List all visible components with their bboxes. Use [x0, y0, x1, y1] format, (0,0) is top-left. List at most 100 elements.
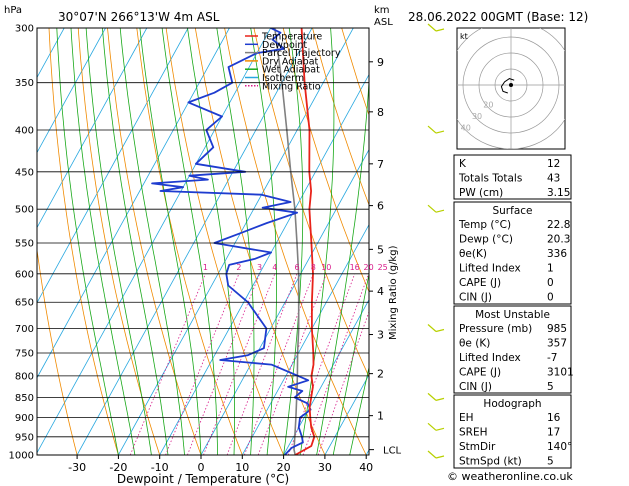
wet-adiabat-line	[349, 365, 369, 455]
pressure-tick-label: 400	[15, 126, 34, 137]
mixing-ratio-label: 8	[311, 263, 316, 272]
legend-label: Parcel Trajectory	[262, 48, 341, 59]
isotherm-line	[200, 148, 369, 455]
x-tick-label: -30	[68, 461, 86, 474]
datetime-title: 28.06.2022 00GMT (Base: 12)	[408, 10, 588, 24]
km-tick-label: 9	[377, 56, 384, 69]
most-unstable-value: 357	[547, 338, 567, 350]
hodograph-param-value: 16	[547, 412, 561, 424]
mixing-ratio-label: 20	[364, 263, 374, 272]
dry-adiabat-line	[77, 28, 161, 455]
km-tick-label: 7	[377, 158, 384, 171]
km-tick-label: 6	[377, 200, 384, 213]
km-tick-label: 4	[377, 285, 384, 298]
wet-adiabat-line	[139, 28, 202, 455]
surface-label: CIN (J)	[459, 292, 492, 304]
wet-adiabat-line	[161, 28, 218, 455]
isotherm-line	[159, 73, 369, 455]
isotherm-line	[241, 223, 369, 455]
isotherm-line	[283, 298, 369, 455]
legend-label: Temperature	[261, 32, 322, 43]
wet-adiabat-line	[332, 271, 369, 455]
mixing-ratio-axis-label: Mixing Ratio (g/kg)	[388, 245, 399, 340]
most-unstable-value: 3101	[547, 367, 574, 379]
mixing-ratio-label: 10	[321, 263, 331, 272]
surface-label: θe(K)	[459, 248, 487, 260]
asl-label: ASL	[374, 17, 393, 28]
surface-label: Lifted Index	[459, 263, 521, 275]
most-unstable-value: 985	[547, 323, 567, 335]
hodograph-param-label: EH	[459, 412, 474, 424]
wet-adiabat-line	[316, 74, 369, 455]
wind-barb	[427, 450, 445, 459]
km-tick-label: 1	[377, 410, 384, 423]
surface-table	[453, 201, 572, 305]
mixing-ratio-label: 2	[236, 263, 241, 272]
legend-label: Isotherm	[262, 73, 304, 84]
km-tick-label: 2	[377, 368, 384, 381]
x-tick-label: -10	[151, 461, 169, 474]
isotherm-line	[37, 28, 230, 379]
km-tick-label: 5	[377, 243, 384, 256]
pressure-tick-label: 300	[15, 24, 34, 35]
surface-label: Dewp (°C)	[459, 234, 513, 246]
index-value: 12	[547, 158, 560, 170]
dry-adiabat-line	[107, 28, 202, 455]
indices-table	[453, 154, 572, 200]
x-tick-label: 20	[277, 461, 291, 474]
index-value: 43	[547, 173, 560, 185]
wind-barb	[427, 23, 445, 32]
mixing-ratio-label: 1	[203, 263, 208, 272]
hodograph-param-label: SREH	[459, 427, 488, 439]
surface-title: Surface	[492, 205, 532, 217]
most-unstable-label: Pressure (mb)	[459, 323, 532, 335]
isotherm-line	[37, 28, 272, 454]
index-label: Totals Totals	[458, 173, 522, 185]
legend-label: Mixing Ratio	[262, 81, 321, 92]
hodograph-ring-label: 40	[461, 123, 471, 132]
most-unstable-label: CIN (J)	[459, 381, 492, 393]
pressure-tick-label: 600	[15, 269, 34, 280]
pressure-tick-label: 550	[15, 238, 34, 249]
mixing-ratio-line	[317, 310, 369, 455]
most-unstable-value: 5	[547, 381, 554, 393]
most-unstable-label: CAPE (J)	[459, 367, 501, 379]
x-tick-label: -20	[109, 461, 127, 474]
legend-label: Dry Adiabat	[262, 56, 319, 67]
x-tick-label: 40	[359, 461, 373, 474]
surface-label: Temp (°C)	[458, 219, 511, 231]
pressure-tick-label: 800	[15, 371, 34, 382]
x-axis-label: Dewpoint / Temperature (°C)	[117, 472, 289, 486]
most-unstable-table	[453, 305, 572, 394]
isotherm-line	[37, 28, 148, 229]
hodograph-center	[509, 83, 513, 87]
pressure-tick-label: 500	[15, 205, 34, 216]
surface-value: 336	[547, 248, 567, 260]
hodograph-table-title: Hodograph	[483, 398, 541, 410]
x-tick-label: 30	[318, 461, 332, 474]
hodograph-param-value: 5	[547, 456, 554, 468]
hodograph-param-label: StmDir	[459, 441, 496, 453]
mixing-ratio-label: 6	[294, 263, 299, 272]
hodograph-param-label: StmSpd (kt)	[459, 456, 522, 468]
mixing-ratio-line	[187, 273, 260, 455]
most-unstable-title: Most Unstable	[475, 309, 550, 321]
mixing-ratio-line	[165, 273, 240, 455]
surface-value: 22.8	[547, 219, 570, 231]
most-unstable-label: Lifted Index	[459, 352, 521, 364]
dry-adiabat-line	[282, 28, 369, 293]
isotherm-line	[324, 374, 369, 455]
lcl-label: LCL	[383, 446, 402, 457]
wind-barb	[427, 392, 445, 401]
pressure-tick-label: 350	[15, 78, 34, 89]
wet-adiabat-line	[70, 28, 136, 455]
legend-label: Wet Adiabat	[262, 65, 320, 76]
mixing-ratio-label: 16	[350, 263, 360, 272]
wind-barb	[427, 125, 445, 134]
index-value: 3.15	[547, 187, 570, 199]
isotherm-line	[76, 28, 313, 455]
pressure-tick-label: 700	[15, 324, 34, 335]
km-tick-label: 3	[377, 329, 384, 342]
isotherm-line	[37, 28, 106, 154]
